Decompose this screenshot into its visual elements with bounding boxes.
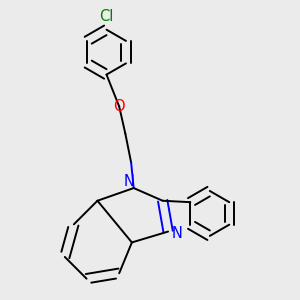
Text: Cl: Cl [99,9,114,24]
Text: O: O [113,99,125,114]
Text: N: N [172,226,183,241]
Text: N: N [124,174,135,189]
